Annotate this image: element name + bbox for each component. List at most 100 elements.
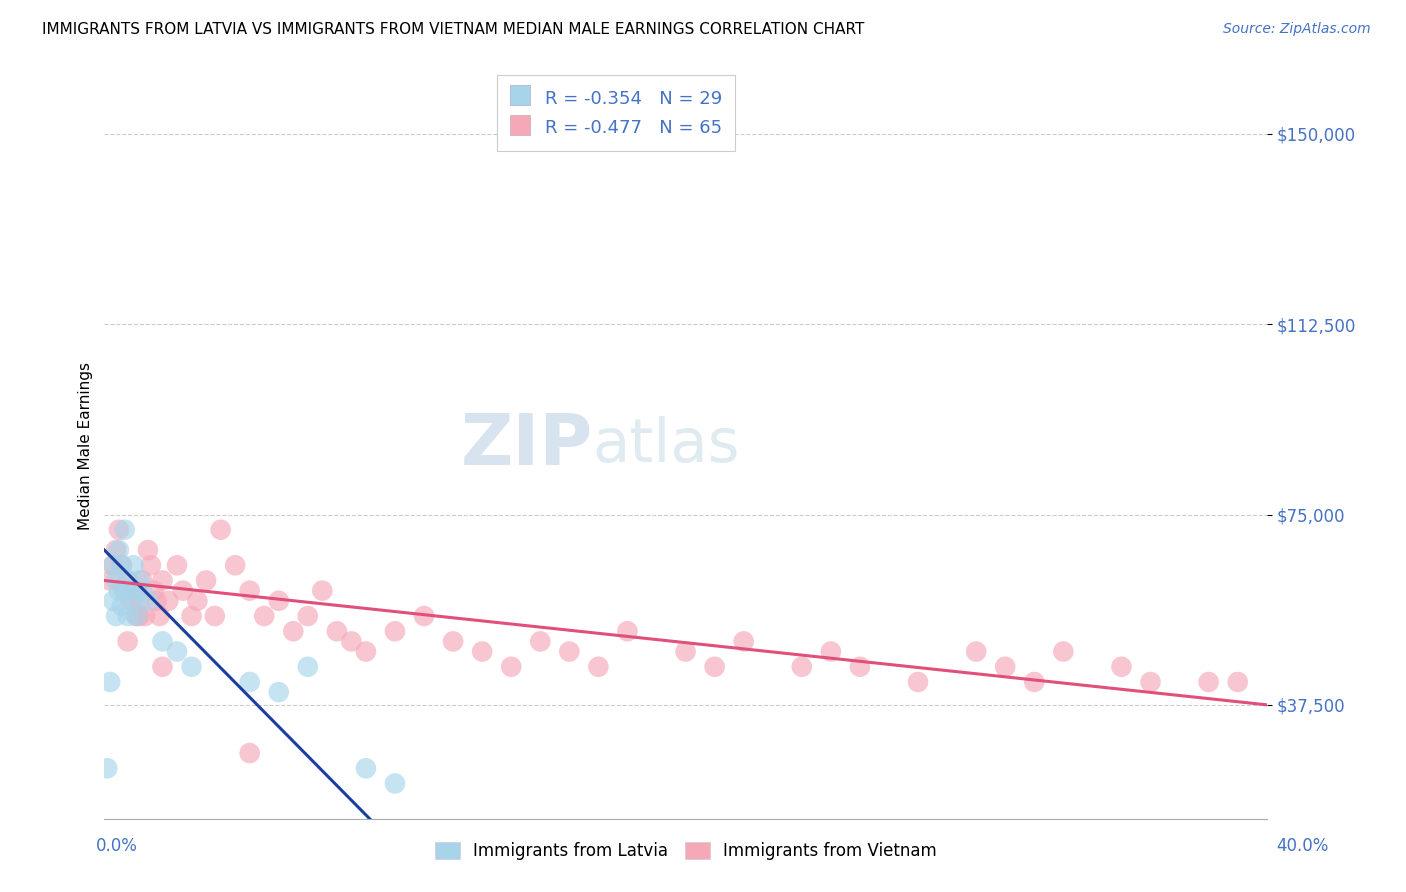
Point	[186, 594, 208, 608]
Point	[105, 543, 128, 558]
Point	[149, 609, 172, 624]
Point	[209, 523, 232, 537]
Point	[114, 523, 136, 537]
Point	[558, 644, 581, 658]
Point	[1111, 659, 1133, 673]
Point	[139, 558, 162, 573]
Point	[529, 634, 551, 648]
Point	[616, 624, 638, 639]
Point	[166, 558, 188, 573]
Point	[1226, 675, 1249, 690]
Point	[134, 609, 156, 624]
Point	[1198, 675, 1220, 690]
Point	[675, 644, 697, 658]
Point	[283, 624, 305, 639]
Text: IMMIGRANTS FROM LATVIA VS IMMIGRANTS FROM VIETNAM MEDIAN MALE EARNINGS CORRELATI: IMMIGRANTS FROM LATVIA VS IMMIGRANTS FRO…	[42, 22, 865, 37]
Point	[108, 543, 131, 558]
Point	[965, 644, 987, 658]
Point	[111, 558, 134, 573]
Point	[195, 574, 218, 588]
Point	[120, 583, 142, 598]
Point	[1052, 644, 1074, 658]
Point	[204, 609, 226, 624]
Point	[297, 659, 319, 673]
Point	[117, 574, 139, 588]
Point	[122, 594, 145, 608]
Legend: R = -0.354   N = 29, R = -0.477   N = 65: R = -0.354 N = 29, R = -0.477 N = 65	[496, 75, 735, 151]
Point	[733, 634, 755, 648]
Point	[253, 609, 276, 624]
Point	[128, 609, 150, 624]
Point	[907, 675, 929, 690]
Point	[142, 583, 165, 598]
Text: 40.0%: 40.0%	[1277, 837, 1329, 855]
Point	[703, 659, 725, 673]
Point	[501, 659, 523, 673]
Point	[111, 558, 134, 573]
Point	[96, 761, 118, 775]
Point	[790, 659, 813, 673]
Point	[98, 574, 121, 588]
Y-axis label: Median Male Earnings: Median Male Earnings	[79, 362, 93, 530]
Point	[111, 599, 134, 613]
Point	[152, 574, 174, 588]
Point	[340, 634, 363, 648]
Point	[224, 558, 246, 573]
Point	[384, 624, 406, 639]
Point	[122, 558, 145, 573]
Point	[125, 609, 148, 624]
Point	[117, 574, 139, 588]
Point	[441, 634, 464, 648]
Point	[101, 558, 124, 573]
Point	[239, 675, 262, 690]
Point	[145, 594, 167, 608]
Point	[849, 659, 872, 673]
Point	[101, 558, 124, 573]
Point	[166, 644, 188, 658]
Point	[120, 594, 142, 608]
Point	[1024, 675, 1046, 690]
Point	[180, 609, 202, 624]
Point	[267, 594, 290, 608]
Text: atlas: atlas	[592, 417, 740, 475]
Point	[413, 609, 436, 624]
Point	[128, 594, 150, 608]
Point	[152, 634, 174, 648]
Point	[1139, 675, 1161, 690]
Point	[471, 644, 494, 658]
Point	[152, 659, 174, 673]
Point	[326, 624, 349, 639]
Point	[117, 634, 139, 648]
Point	[131, 574, 153, 588]
Point	[354, 761, 377, 775]
Point	[297, 609, 319, 624]
Point	[172, 583, 194, 598]
Point	[128, 574, 150, 588]
Point	[114, 583, 136, 598]
Point	[101, 594, 124, 608]
Text: ZIP: ZIP	[460, 411, 592, 481]
Point	[136, 594, 159, 608]
Point	[108, 523, 131, 537]
Point	[125, 609, 148, 624]
Point	[98, 675, 121, 690]
Point	[131, 583, 153, 598]
Point	[105, 574, 128, 588]
Point	[108, 583, 131, 598]
Point	[136, 543, 159, 558]
Point	[994, 659, 1017, 673]
Point	[354, 644, 377, 658]
Text: Source: ZipAtlas.com: Source: ZipAtlas.com	[1223, 22, 1371, 37]
Point	[267, 685, 290, 699]
Text: 0.0%: 0.0%	[96, 837, 138, 855]
Point	[588, 659, 610, 673]
Point	[105, 609, 128, 624]
Point	[114, 583, 136, 598]
Point	[117, 609, 139, 624]
Point	[239, 746, 262, 760]
Point	[820, 644, 842, 658]
Point	[384, 776, 406, 790]
Point	[122, 583, 145, 598]
Point	[157, 594, 180, 608]
Point	[311, 583, 333, 598]
